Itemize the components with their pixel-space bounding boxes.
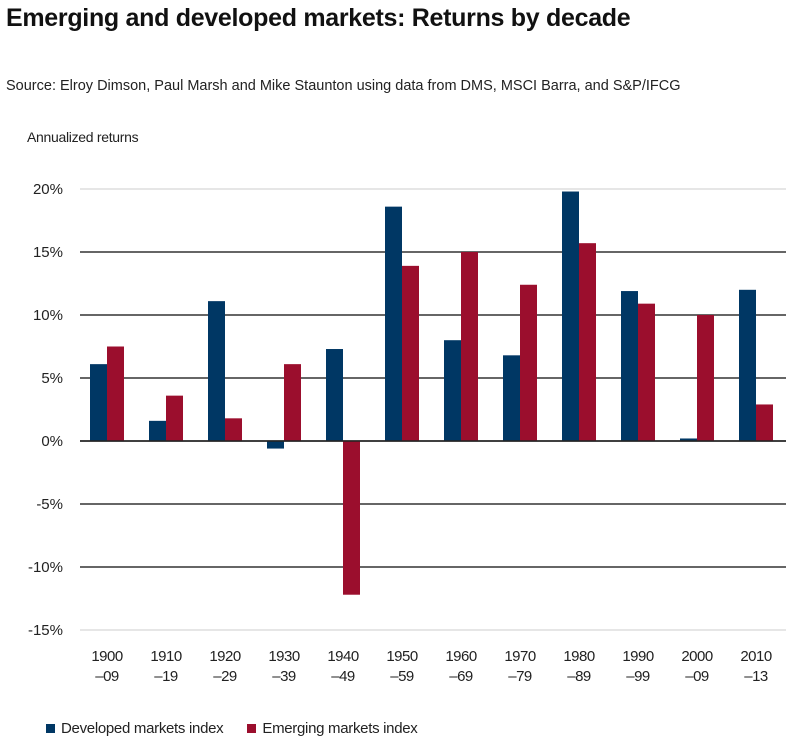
y-tick-label: -10% <box>28 559 63 576</box>
legend-label-developed: Developed markets index <box>61 720 224 737</box>
bar-emerging <box>107 346 124 441</box>
bar-developed <box>385 206 402 441</box>
y-tick-label: -5% <box>36 496 63 513</box>
bar-emerging <box>697 315 714 441</box>
bar-developed <box>444 340 461 441</box>
x-tick-label-start: 1980 <box>563 648 595 665</box>
bars <box>80 191 786 595</box>
legend-swatch-developed <box>46 724 55 733</box>
bar-developed <box>149 420 166 441</box>
bar-emerging <box>756 404 773 441</box>
y-axis-ticks: 20% 15% 10% 5% 0% -5% -10% -15% <box>28 181 63 639</box>
x-tick-label-start: 1900 <box>91 648 123 665</box>
chart-title: Emerging and developed markets: Returns … <box>6 4 631 32</box>
legend-label-emerging: Emerging markets index <box>262 720 418 737</box>
x-tick-label-start: 2010 <box>740 648 772 665</box>
y-tick-label: 0% <box>41 433 63 450</box>
bar-emerging <box>579 243 596 441</box>
x-tick-label-start: 1940 <box>327 648 359 665</box>
x-tick-label-start: 1920 <box>209 648 241 665</box>
y-tick-label: 5% <box>41 370 63 387</box>
x-axis-ticks: 1900 –09 1910 –19 1920 –29 1930 –39 1940 –49 1950 –… <box>91 648 772 685</box>
x-tick-label-start: 1910 <box>150 648 182 665</box>
x-tick-label-end: –99 <box>626 668 650 685</box>
x-tick-label-start: 1970 <box>504 648 536 665</box>
x-tick-label-end: –89 <box>567 668 591 685</box>
bar-emerging <box>461 252 478 441</box>
bar-developed <box>208 301 225 441</box>
y-tick-label: 10% <box>33 307 63 324</box>
x-tick-label-start: 1960 <box>445 648 477 665</box>
bar-developed <box>739 289 756 441</box>
x-tick-label-end: –59 <box>390 668 414 685</box>
bar-developed <box>680 438 697 441</box>
bar-emerging <box>284 364 301 441</box>
legend-item-emerging: Emerging markets index <box>247 720 418 737</box>
gridlines <box>80 188 786 631</box>
y-tick-label: 15% <box>33 244 63 261</box>
chart-subtitle: Source: Elroy Dimson, Paul Marsh and Mik… <box>6 78 681 94</box>
x-tick-label-end: –19 <box>154 668 178 685</box>
legend-swatch-emerging <box>247 724 257 733</box>
legend-item-developed: Developed markets index <box>46 720 224 737</box>
bar-emerging <box>343 441 360 595</box>
bar-emerging <box>520 284 537 441</box>
bar-emerging <box>638 303 655 441</box>
y-tick-label: 20% <box>33 181 63 198</box>
x-tick-label-end: –49 <box>331 668 355 685</box>
y-axis-label: Annualized returns <box>27 129 139 145</box>
x-tick-label-start: 1930 <box>268 648 300 665</box>
bar-developed <box>267 441 284 449</box>
x-tick-label-start: 1950 <box>386 648 418 665</box>
x-tick-label-end: –79 <box>508 668 532 685</box>
y-tick-label: -15% <box>28 622 63 639</box>
x-tick-label-end: –09 <box>95 668 119 685</box>
x-tick-label-end: –39 <box>272 668 296 685</box>
bar-developed <box>90 364 107 441</box>
bar-developed <box>562 191 579 441</box>
legend: Developed markets index Emerging markets… <box>46 720 442 737</box>
bar-emerging <box>402 265 419 441</box>
bar-developed <box>503 355 520 441</box>
bar-developed <box>326 349 343 441</box>
x-tick-label-end: –13 <box>744 668 768 685</box>
x-tick-label-end: –69 <box>449 668 473 685</box>
x-tick-label-end: –29 <box>213 668 237 685</box>
bar-emerging <box>166 395 183 441</box>
x-tick-label-end: –09 <box>685 668 709 685</box>
x-tick-label-start: 2000 <box>681 648 713 665</box>
x-tick-label-start: 1990 <box>622 648 654 665</box>
bar-developed <box>621 291 638 441</box>
bar-emerging <box>225 418 242 441</box>
